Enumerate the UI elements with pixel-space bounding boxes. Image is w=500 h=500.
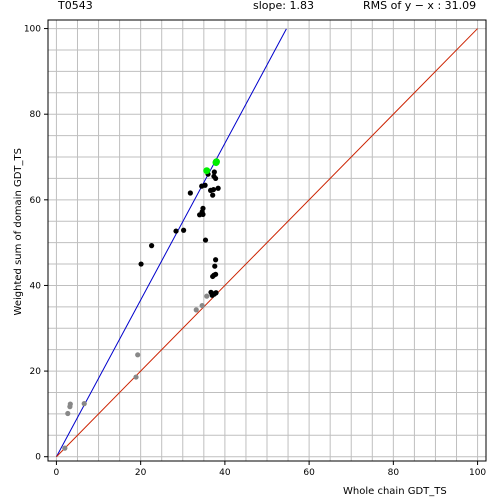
reference-lines <box>55 28 478 458</box>
data-point <box>149 243 155 249</box>
grid <box>48 20 486 461</box>
y-tick-label: 20 <box>30 367 42 377</box>
slope-label: slope: 1.83 <box>253 0 314 12</box>
data-point <box>67 404 73 410</box>
data-point <box>212 158 220 166</box>
data-point <box>200 211 206 217</box>
x-tick-label: 0 <box>54 468 60 478</box>
data-point <box>133 374 139 380</box>
x-tick-label: 80 <box>388 468 400 478</box>
x-tick-label: 40 <box>219 468 231 478</box>
data-point <box>210 273 216 280</box>
data-point <box>173 228 179 234</box>
data-point <box>212 263 218 269</box>
data-point <box>181 227 187 233</box>
data-point <box>202 182 208 188</box>
data-point <box>213 175 219 182</box>
y-tick-label: 60 <box>30 196 42 206</box>
data-point <box>204 293 210 299</box>
data-point <box>138 261 144 267</box>
data-point <box>215 185 221 191</box>
data-point <box>203 167 211 175</box>
axis-ticks: 0 20 40 60 80 100 0 20 40 60 80 100 <box>24 25 487 478</box>
rms-label: RMS of y − x : 31.09 <box>363 0 477 12</box>
data-point <box>202 237 209 243</box>
data-point <box>193 307 199 313</box>
data-point <box>209 292 215 298</box>
target-id-label: T0543 <box>58 0 93 12</box>
data-point <box>210 186 217 193</box>
y-tick-label: 40 <box>30 281 42 291</box>
y-tick-label: 80 <box>30 110 42 120</box>
x-tick-label: 20 <box>135 468 147 478</box>
data-point <box>65 410 71 417</box>
x-tick-label: 60 <box>303 468 315 478</box>
data-points <box>62 158 221 451</box>
data-point <box>213 257 219 263</box>
data-point <box>135 352 141 358</box>
data-point <box>210 192 216 198</box>
y-axis-label: Weighted sum of domain GDT_TS <box>13 148 24 316</box>
y-tick-label: 100 <box>24 25 41 35</box>
data-point <box>81 401 87 407</box>
x-tick-label: 100 <box>469 468 486 478</box>
x-axis-label: Whole chain GDT_TS <box>343 486 447 497</box>
data-point <box>199 302 205 309</box>
data-point <box>187 190 193 196</box>
plot-frame <box>47 19 487 462</box>
data-point <box>62 445 68 451</box>
fit-line <box>55 28 287 457</box>
y-tick-label: 0 <box>35 453 41 463</box>
data-point <box>211 169 217 175</box>
diagonal-line <box>56 28 478 458</box>
